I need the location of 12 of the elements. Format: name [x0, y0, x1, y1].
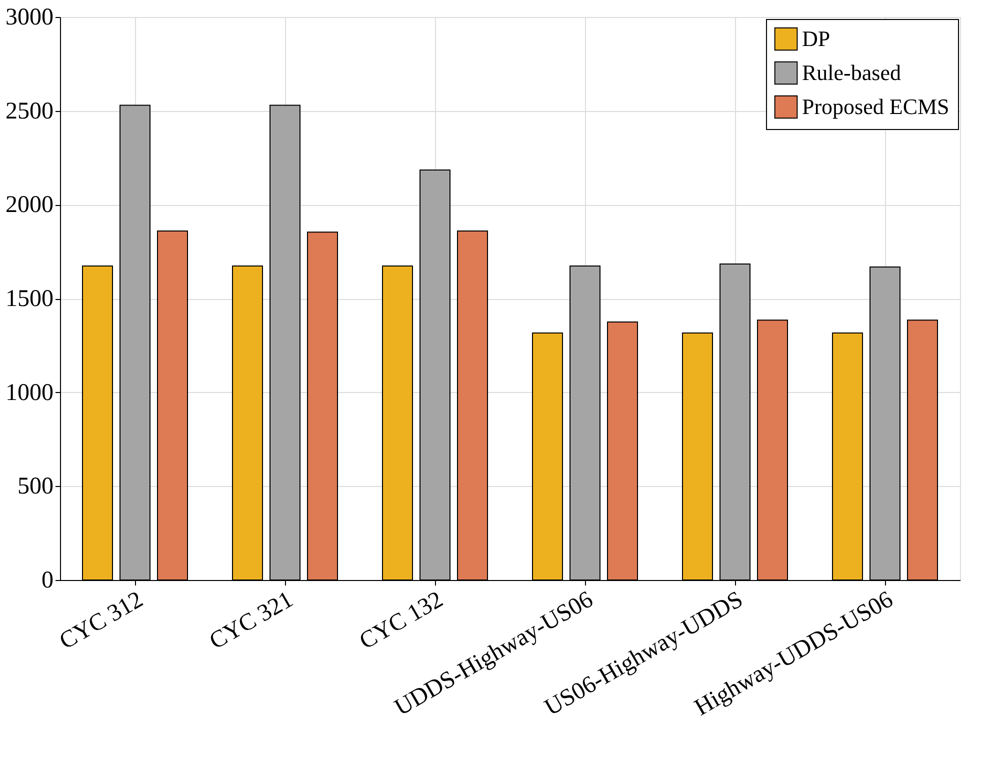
y-tick-label: 2000 — [6, 192, 54, 218]
x-tick-label: CYC 321 — [205, 586, 298, 655]
y-tick-label: 1500 — [6, 286, 54, 312]
legend-label: Rule-based — [802, 60, 901, 85]
y-tick-label: 500 — [18, 474, 54, 500]
y-tick-label: 3000 — [6, 4, 54, 30]
x-tick-label: CYC 312 — [55, 586, 148, 655]
y-tick-label: 2500 — [6, 98, 54, 124]
legend-label: DP — [802, 26, 830, 51]
legend-label: Proposed ECMS — [802, 94, 950, 119]
y-tick-label: 0 — [42, 568, 54, 594]
y-tick-label: 1000 — [6, 380, 54, 406]
